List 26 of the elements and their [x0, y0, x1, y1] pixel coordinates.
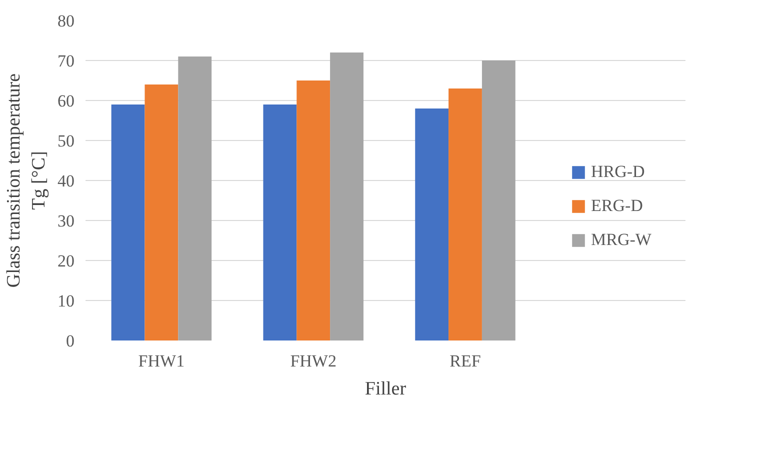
bar — [448, 88, 482, 340]
bar — [111, 104, 145, 340]
bar — [330, 52, 364, 340]
bar — [263, 104, 297, 340]
y-tick-label: 20 — [58, 252, 74, 270]
x-axis-title: Filler — [364, 378, 407, 400]
y-tick-label: 50 — [58, 132, 74, 150]
bar — [144, 84, 178, 340]
legend-label: MRG-W — [591, 230, 652, 250]
x-tick-label: FHW2 — [290, 352, 336, 370]
bar — [178, 56, 212, 340]
y-axis-title: Glass transition temperature Tg [°C] — [3, 73, 50, 288]
y-tick-label: 40 — [58, 172, 74, 190]
y-tick-label: 80 — [58, 12, 74, 30]
y-tick-label: 0 — [66, 332, 74, 350]
bar — [296, 80, 330, 340]
y-tick-label: 70 — [58, 52, 74, 70]
bar — [415, 108, 449, 340]
y-tick-label: 10 — [58, 292, 74, 310]
y-tick-label: 60 — [58, 92, 74, 110]
bar — [482, 60, 516, 340]
legend-label: HRG-D — [591, 162, 645, 182]
y-tick-label: 30 — [58, 212, 74, 230]
x-tick-label: FHW1 — [138, 352, 185, 370]
legend-label: ERG-D — [591, 196, 643, 216]
x-tick-label: REF — [450, 352, 481, 370]
